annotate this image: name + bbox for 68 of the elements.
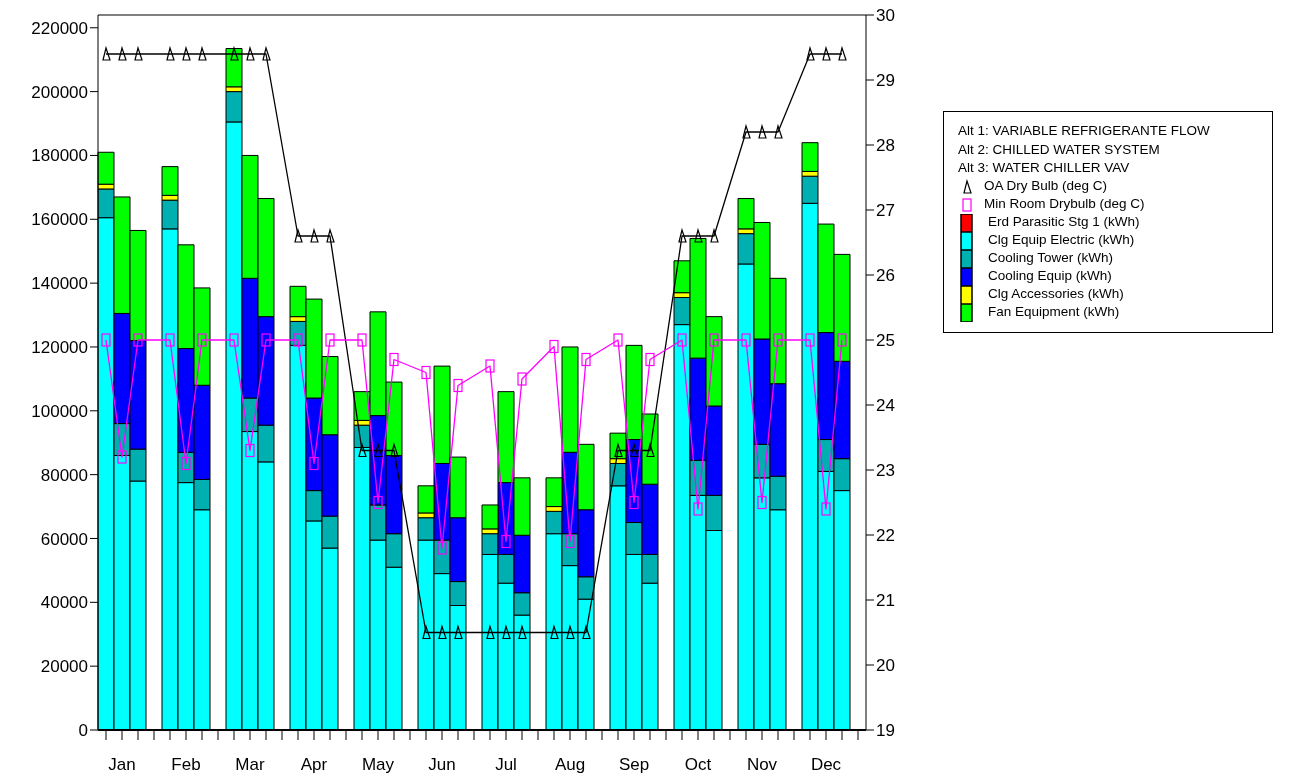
legend-label: Clg Equip Electric (kWh) bbox=[988, 231, 1135, 250]
point bbox=[805, 333, 815, 347]
y-tick-label: 100000 bbox=[31, 401, 88, 421]
x-tick-label: Sep bbox=[618, 755, 650, 775]
legend-label: Clg Accessories (kWh) bbox=[988, 285, 1124, 304]
point bbox=[821, 502, 831, 516]
y-tick-label: 40000 bbox=[40, 593, 88, 613]
x-tick-label: Apr bbox=[300, 755, 328, 775]
y2-tick-label: 30 bbox=[876, 6, 895, 26]
y-tick-label: 220000 bbox=[31, 18, 88, 38]
y2-tick-label: 19 bbox=[876, 721, 895, 741]
y2-tick-label: 27 bbox=[876, 201, 895, 221]
y-tick-label: 80000 bbox=[40, 465, 88, 485]
y-tick-label: 160000 bbox=[31, 210, 88, 230]
text: Alt 1: VARIABLE REFRIGERANTE FLOW bbox=[958, 122, 1211, 140]
x-tick-label: Nov bbox=[746, 755, 778, 775]
x-tick-label: Feb bbox=[171, 755, 201, 775]
legend-label: Fan Equipment (kWh) bbox=[988, 303, 1120, 322]
point bbox=[677, 333, 687, 347]
point bbox=[773, 333, 783, 347]
point bbox=[437, 541, 447, 555]
point bbox=[357, 333, 367, 347]
y-tick-label: 180000 bbox=[31, 146, 88, 166]
x-tick-label: Oct bbox=[684, 755, 712, 775]
text: Alt 2: CHILLED WATER SYSTEM bbox=[958, 140, 1161, 159]
y2-tick-label: 20 bbox=[876, 656, 895, 676]
y2-tick-label: 29 bbox=[876, 71, 895, 91]
point bbox=[101, 333, 111, 347]
point bbox=[325, 333, 335, 347]
point bbox=[693, 502, 703, 516]
x-tick-label: Jan bbox=[108, 755, 136, 775]
point bbox=[133, 333, 143, 347]
y2-tick-label: 28 bbox=[876, 136, 895, 156]
point bbox=[197, 333, 207, 347]
x-tick-label: Mar bbox=[235, 755, 265, 775]
point bbox=[485, 359, 495, 373]
point bbox=[709, 333, 719, 347]
legend-label: Min Room Drybulb (deg C) bbox=[984, 195, 1145, 214]
point bbox=[613, 333, 623, 347]
legend-label: OA Dry Bulb (deg C) bbox=[984, 177, 1108, 196]
x-tick-label: Jul bbox=[495, 755, 517, 775]
text: Alt 3: WATER CHILLER VAV bbox=[958, 159, 1131, 177]
y2-tick-label: 23 bbox=[876, 461, 895, 481]
y-tick-label: 0 bbox=[78, 721, 88, 741]
y-tick-label: 200000 bbox=[31, 82, 88, 102]
point bbox=[117, 450, 127, 464]
point bbox=[741, 333, 751, 347]
y-tick-label: 20000 bbox=[40, 657, 88, 677]
y2-tick-label: 25 bbox=[876, 331, 895, 351]
legend-label: Cooling Equip (kWh) bbox=[988, 267, 1112, 286]
point bbox=[165, 333, 175, 347]
legend-label: Erd Parasitic Stg 1 (kWh) bbox=[988, 213, 1140, 232]
y2-tick-label: 24 bbox=[876, 396, 895, 416]
y2-tick-label: 26 bbox=[876, 266, 895, 286]
y2-tick-label: 21 bbox=[876, 591, 895, 611]
point bbox=[837, 333, 847, 347]
point bbox=[517, 372, 527, 386]
x-tick-label: Aug bbox=[554, 755, 586, 775]
x-tick-label: May bbox=[361, 755, 395, 775]
x-tick-label: Jun bbox=[428, 755, 456, 775]
y-tick-label: 60000 bbox=[40, 529, 88, 549]
x-tick-label: Dec bbox=[810, 755, 842, 775]
y2-tick-label: 22 bbox=[876, 526, 895, 546]
legend-label: Cooling Tower (kWh) bbox=[988, 249, 1114, 268]
point bbox=[261, 333, 271, 347]
y-tick-label: 140000 bbox=[31, 274, 88, 294]
y-tick-label: 120000 bbox=[31, 338, 88, 357]
point bbox=[229, 333, 239, 347]
